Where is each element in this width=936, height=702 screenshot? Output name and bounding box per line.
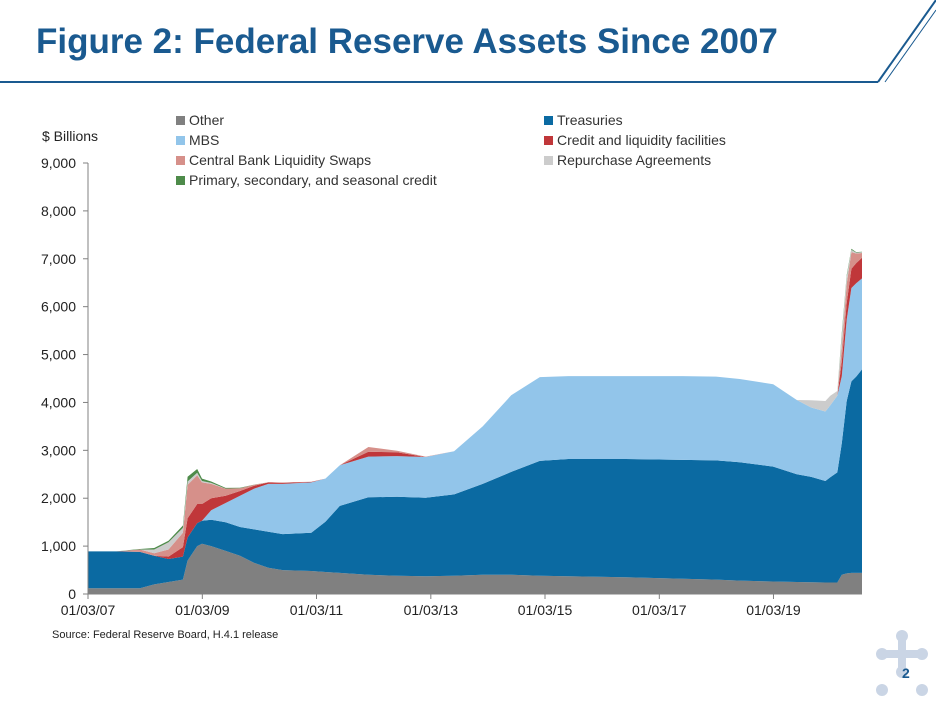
- page-number: 2: [902, 665, 910, 681]
- area-chart: 0 1,000 2,000 3,000 4,000 5,000 6,000 7,000 8,00…: [41, 155, 862, 618]
- area-other: [88, 543, 862, 594]
- x-tick-label: 01/03/13: [404, 602, 459, 618]
- y-tick-label: 4,000: [41, 394, 76, 410]
- x-tick-label: 01/03/11: [290, 602, 344, 618]
- y-tick-label: 3,000: [41, 442, 76, 458]
- y-tick-label: 7,000: [41, 251, 76, 267]
- area-mbs: [88, 278, 862, 559]
- source-note: Source: Federal Reserve Board, H.4.1 rel…: [52, 629, 279, 641]
- y-axis-label: $ Billions: [42, 128, 99, 144]
- legend-item: Central Bank Liquidity Swaps: [176, 152, 371, 168]
- area-treasuries: [88, 369, 862, 589]
- legend-swatch: [176, 176, 185, 185]
- x-tick-label: 01/03/09: [175, 602, 230, 618]
- page-title: Figure 2: Federal Reserve Assets Since 2…: [36, 22, 778, 61]
- legend-swatch: [544, 156, 553, 165]
- header-rule: [0, 0, 936, 83]
- y-tick-label: 9,000: [41, 155, 76, 171]
- y-tick-label: 0: [68, 586, 76, 602]
- y-tick-label: 1,000: [41, 538, 76, 554]
- legend-label: Repurchase Agreements: [557, 152, 712, 168]
- x-tick-label: 01/03/19: [746, 602, 801, 618]
- x-tick-label: 01/03/17: [632, 602, 687, 618]
- legend-label: MBS: [189, 132, 220, 148]
- legend-item: Treasuries: [544, 112, 623, 128]
- legend-swatch: [544, 136, 553, 145]
- y-tick-label: 2,000: [41, 490, 76, 506]
- legend-label: Central Bank Liquidity Swaps: [189, 152, 372, 168]
- legend-swatch: [176, 116, 185, 125]
- area-credit-and-liquidity-facilities: [88, 257, 862, 559]
- legend-label: Other: [189, 112, 225, 128]
- legend-label: Treasuries: [557, 112, 623, 128]
- legend-swatch: [176, 136, 185, 145]
- legend-item: Primary, secondary, and seasonal credit: [176, 172, 437, 188]
- legend-label: Credit and liquidity facilities: [557, 132, 726, 148]
- legend-item: Other: [176, 112, 224, 128]
- legend-swatch: [544, 116, 553, 125]
- y-tick-label: 8,000: [41, 203, 76, 219]
- y-tick-label: 6,000: [41, 299, 76, 315]
- legend-swatch: [176, 156, 185, 165]
- legend-item: Credit and liquidity facilities: [544, 132, 726, 148]
- legend-item: Repurchase Agreements: [544, 152, 711, 168]
- logo-icon: [876, 630, 928, 696]
- legend-label: Primary, secondary, and seasonal credit: [189, 172, 437, 188]
- legend-item: MBS: [176, 132, 219, 148]
- x-tick-label: 01/03/07: [61, 602, 116, 618]
- y-tick-label: 5,000: [41, 347, 76, 363]
- x-tick-label: 01/03/15: [518, 602, 573, 618]
